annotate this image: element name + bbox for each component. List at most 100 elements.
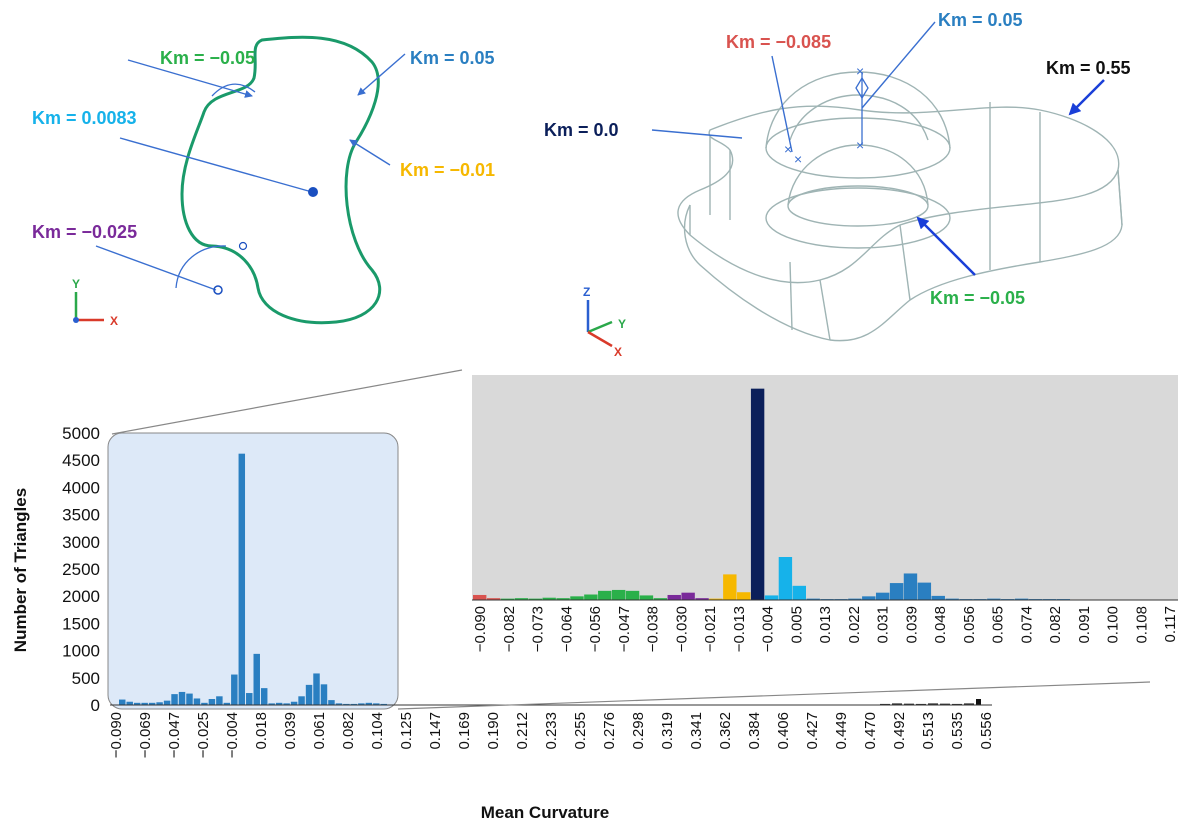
histogram-bar [133, 702, 141, 705]
inset-x-tick-label: −0.090 [472, 606, 489, 652]
x-tick-label: −0.025 [195, 712, 212, 758]
inset-bar [848, 598, 862, 600]
inset-bar [709, 598, 723, 600]
histogram-bar [156, 702, 163, 705]
x-tick-label: 0.341 [688, 712, 705, 750]
center-point-small [213, 285, 223, 295]
inset-bar [917, 582, 932, 600]
y-tick-label: 3000 [62, 533, 100, 552]
zoom-connector-bottom [397, 681, 1151, 710]
label-km-neg001: Km = −0.01 [400, 160, 495, 180]
triad-z-label: Z [583, 285, 590, 299]
tail-bar [892, 703, 902, 705]
x-tick-label: 0.406 [775, 712, 792, 750]
triad-x3-label: X [614, 345, 622, 359]
tail-bar [928, 703, 938, 705]
histogram-bar [373, 703, 380, 705]
histogram-bar [163, 700, 171, 705]
right-3d-figure [677, 71, 1123, 342]
histogram-bar [148, 702, 156, 705]
inset-x-tick-label: −0.004 [760, 606, 777, 652]
inset-bar [945, 598, 959, 600]
histogram-bar [350, 703, 358, 705]
histogram-bar [313, 673, 320, 705]
inset-bar [528, 598, 542, 600]
x-tick-label: 0.104 [369, 712, 386, 750]
y-tick-label: 1000 [62, 642, 100, 661]
inset-bar [1014, 598, 1029, 600]
highlight-box [107, 432, 399, 710]
inset-bar [570, 596, 584, 600]
tail-bar [964, 703, 974, 705]
triad-x-label: X [110, 314, 118, 328]
inset-x-tick-label: −0.038 [645, 606, 662, 652]
curve-point-marker [238, 241, 248, 251]
leader-km-neg005-right [916, 216, 976, 276]
histogram-bar [216, 696, 223, 705]
inset-x-tick-label: 0.031 [875, 606, 892, 644]
x-tick-label: 0.362 [717, 712, 734, 750]
x-tick-label: 0.125 [398, 712, 415, 750]
inset-x-tick-label: −0.013 [731, 606, 748, 652]
histogram-bar [246, 693, 253, 705]
x-tick-label: 0.492 [891, 712, 908, 750]
leader-km-neg001 [349, 139, 391, 166]
right-3d-markers: × × × × [651, 21, 1105, 276]
leader-km-005-right [861, 21, 936, 109]
x-tick-label: 0.470 [862, 712, 879, 750]
inset-bar [542, 597, 556, 600]
label-km-005-right: Km = 0.05 [938, 10, 1023, 30]
inset-bar [778, 557, 793, 600]
upper-dome-arc [765, 71, 951, 149]
histogram-bar [380, 703, 387, 705]
histogram-bar [275, 702, 283, 705]
histogram-bar [126, 701, 133, 705]
inset-bar [806, 598, 820, 600]
x-tick-label: 0.061 [311, 712, 328, 750]
inset-x-tick-label: 0.074 [1018, 606, 1035, 644]
inset-histogram: −0.090 −0.082 −0.073 −0.064 −0.056 −0.047 −0.0… [472, 375, 1179, 652]
lower-dome-base [765, 187, 951, 249]
x-tick-label: 0.018 [253, 712, 270, 750]
y-tick-label: 500 [72, 669, 100, 688]
center-point-large [308, 187, 318, 197]
histogram-bar [141, 702, 148, 705]
x-tick-label: 0.427 [804, 712, 821, 750]
tail-bar [880, 703, 890, 705]
label-km-neg005-left: Km = −0.05 [160, 48, 255, 68]
xy-axis-triad: Y X [72, 277, 118, 328]
inset-bar [737, 592, 751, 600]
inset-x-tick-label: 0.100 [1105, 606, 1122, 644]
inset-bar [556, 598, 570, 600]
inset-x-tick-label: 0.117 [1162, 606, 1179, 642]
xyz-axis-triad: Z Y X [583, 285, 626, 359]
x-tick-label: 0.190 [485, 712, 502, 750]
x-tick-label: 0.255 [572, 712, 589, 750]
green-closed-curve [180, 35, 382, 325]
inset-x-tick-label: 0.022 [846, 606, 863, 644]
inset-bar [514, 598, 529, 600]
main-histogram: 0 500 1000 1500 2000 2500 3000 3500 4000 4500 5000… [11, 424, 995, 822]
svg-text:×: × [794, 151, 802, 167]
inset-bar [653, 598, 668, 600]
leader-km-neg005 [127, 59, 253, 98]
x-tick-label: 0.535 [949, 712, 966, 750]
wire-top-outline [677, 105, 1120, 284]
leader-km-00083 [119, 137, 313, 193]
histogram-bar [358, 703, 365, 705]
histogram-bar [268, 703, 275, 705]
y-tick-label: 1500 [62, 614, 100, 633]
inset-bar [695, 598, 709, 600]
x-tick-label: 0.276 [601, 712, 618, 750]
inset-x-ticks: −0.090 −0.082 −0.073 −0.064 −0.056 −0.047 −0.0… [472, 606, 1179, 652]
y-tick-label: 3500 [62, 506, 100, 525]
histogram-bar [253, 653, 260, 705]
inset-x-tick-label: 0.039 [903, 606, 920, 644]
arc-guide-top [211, 83, 256, 97]
histogram-bar [365, 702, 373, 705]
inset-bar [875, 592, 890, 600]
x-tick-label: 0.449 [833, 712, 850, 750]
histogram-bar [305, 684, 313, 705]
left-curve-figure: Km = −0.05 Km = 0.05 Km = 0.0083 Km = −0… [32, 35, 495, 328]
